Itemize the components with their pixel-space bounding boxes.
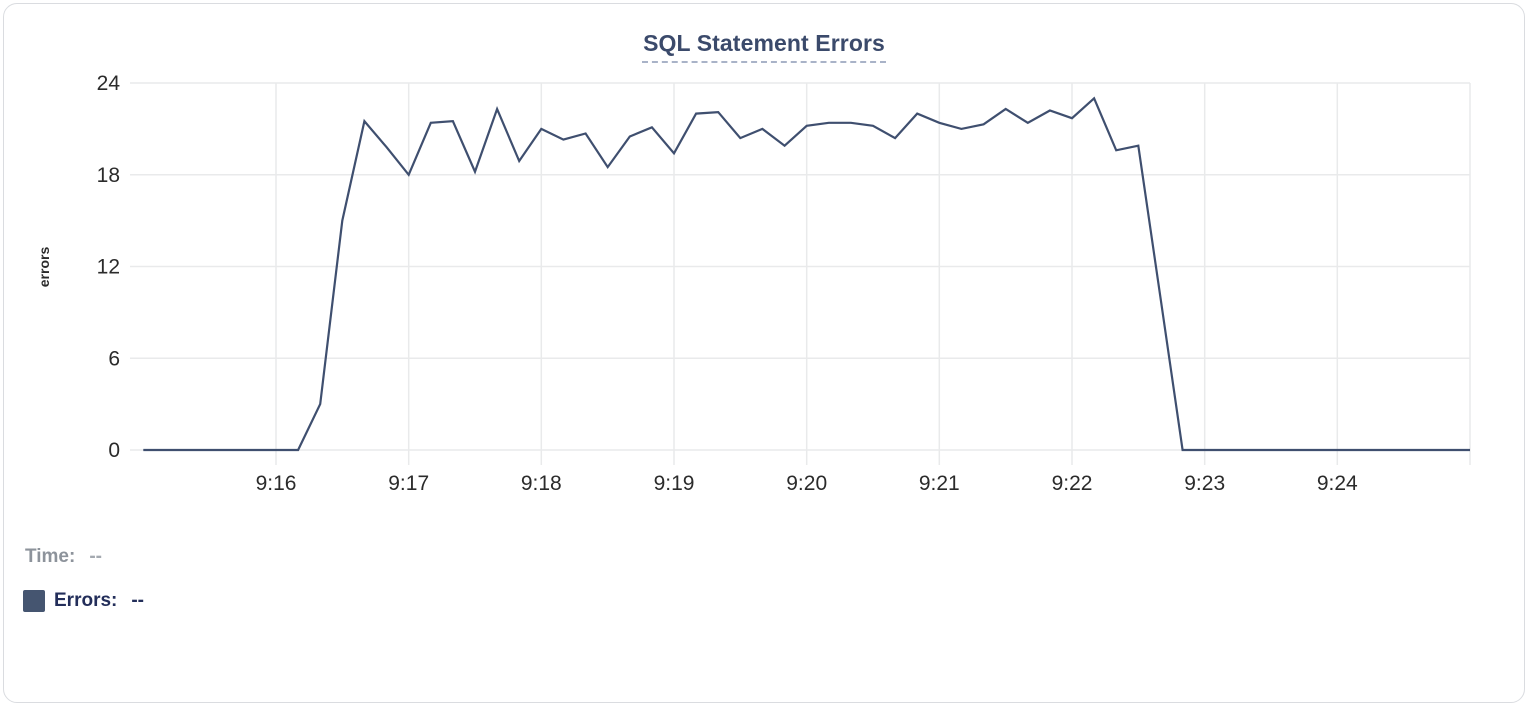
svg-text:9:21: 9:21 <box>919 472 960 495</box>
y-axis-title: errors <box>36 247 52 288</box>
y-gridlines <box>130 82 1470 451</box>
legend-time-row: Time: -- <box>25 546 102 568</box>
svg-text:24: 24 <box>97 72 121 95</box>
chart-card <box>3 3 1525 703</box>
chart-header: SQL Statement Errors <box>0 30 1528 63</box>
errors-series-swatch-icon <box>23 590 45 612</box>
svg-text:12: 12 <box>97 256 120 279</box>
svg-text:9:22: 9:22 <box>1052 472 1093 495</box>
legend-errors-label: Errors: <box>54 590 118 611</box>
svg-text:9:19: 9:19 <box>654 472 695 495</box>
legend-errors-value: -- <box>131 590 145 611</box>
svg-text:9:24: 9:24 <box>1317 472 1358 495</box>
y-axis-labels: 0 6 12 18 24 <box>97 72 121 462</box>
svg-text:9:16: 9:16 <box>256 472 297 495</box>
svg-text:9:18: 9:18 <box>521 472 562 495</box>
chart-title[interactable]: SQL Statement Errors <box>642 30 886 63</box>
svg-text:18: 18 <box>97 164 120 187</box>
svg-text:9:17: 9:17 <box>388 472 429 495</box>
legend-time-value: -- <box>89 546 102 567</box>
legend-errors-row: Errors: -- <box>23 590 144 612</box>
errors-line-series <box>143 96 1470 452</box>
legend-time-label: Time: <box>25 546 76 567</box>
svg-text:0: 0 <box>108 439 120 462</box>
svg-text:9:20: 9:20 <box>786 472 827 495</box>
x-axis-labels: 9:16 9:17 9:18 9:19 9:20 9:21 9:22 9:23 9:24 <box>256 472 1358 495</box>
errors-chart-canvas[interactable]: 0 6 12 18 24 9:16 9:17 9:18 9:19 9:20 9:21 9:22 9:23… <box>0 0 1528 505</box>
svg-text:9:23: 9:23 <box>1184 472 1225 495</box>
svg-text:6: 6 <box>108 347 120 370</box>
x-gridlines <box>275 83 1471 465</box>
